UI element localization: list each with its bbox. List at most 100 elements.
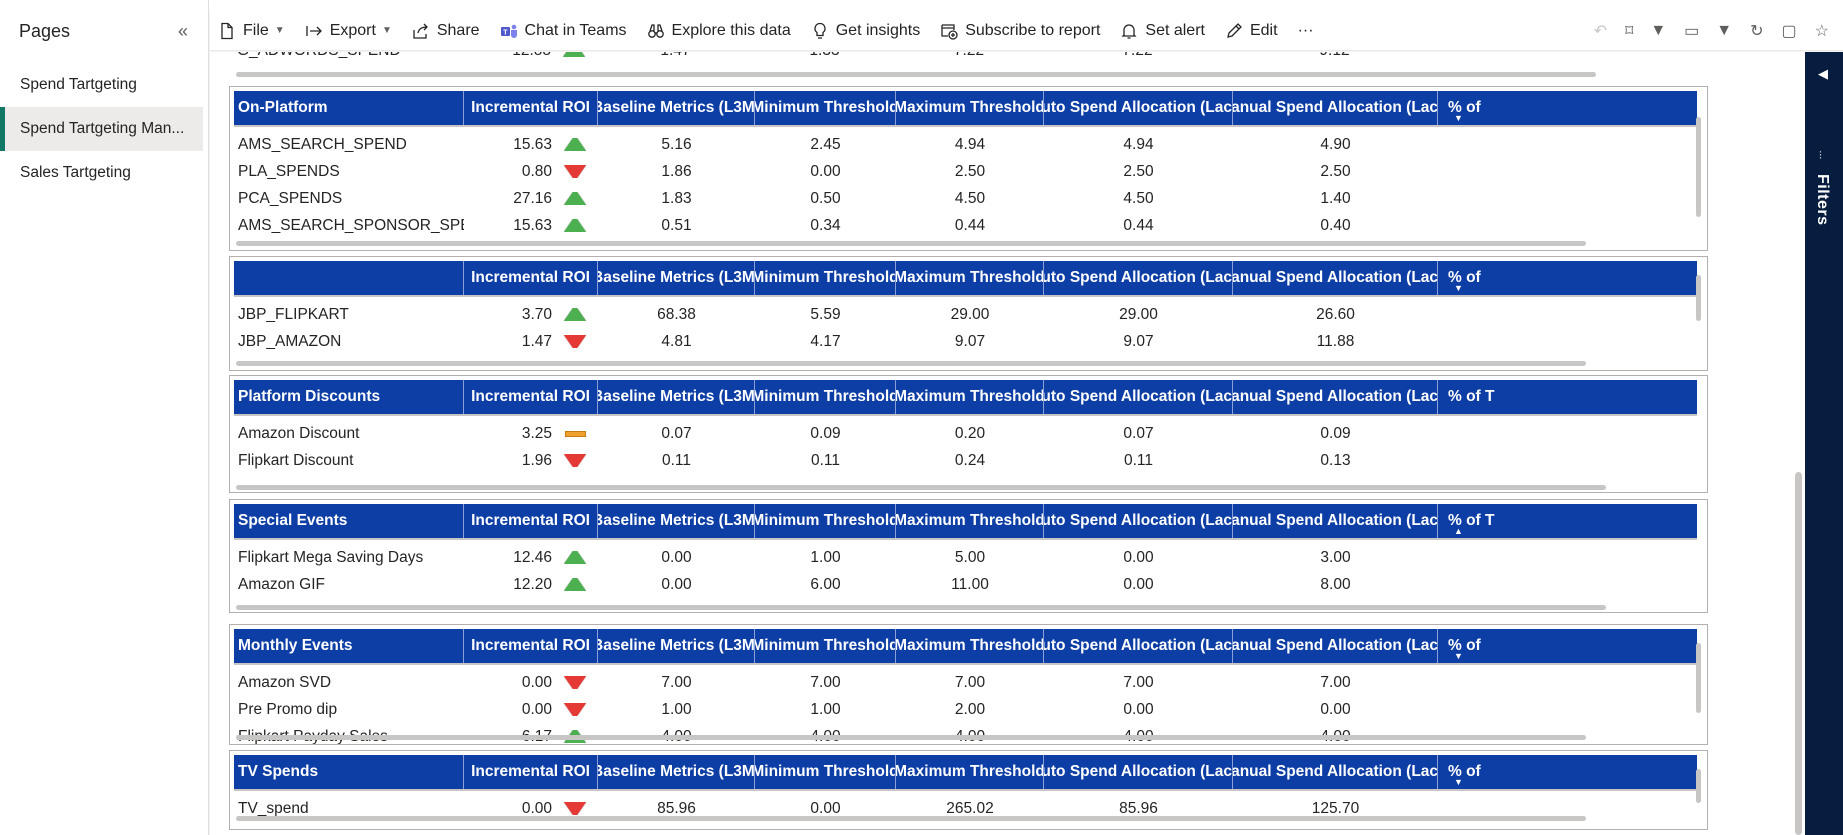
comment-icon[interactable]: ▢ [1781,23,1797,40]
set-alert-button[interactable]: Set alert [1120,22,1205,40]
table-row[interactable]: Amazon SVD 0.00 7.00 7.00 7.00 7.00 7.00 [234,669,1697,696]
table-visual[interactable]: Platform Discounts Incremental ROI Baselin… [229,375,1708,493]
column-header[interactable]: Manual Spend Allocation (Lacs) [1233,504,1438,538]
table-row[interactable]: PCA_SPENDS 27.16 1.83 0.50 4.50 4.50 1.40 [234,185,1697,212]
vertical-scrollbar[interactable] [1696,117,1701,217]
filters-pane[interactable]: ◀ ⫶ Filters [1805,52,1843,835]
export-menu[interactable]: Export ▼ [305,22,392,40]
explore-data-button[interactable]: Explore this data [647,22,791,40]
horizontal-scrollbar[interactable] [236,361,1586,366]
column-header[interactable]: Maximum Threshold [896,91,1044,125]
column-header[interactable]: Auto Spend Allocation (Lacs) [1044,380,1233,414]
scrollbar-thumb[interactable] [1795,472,1802,835]
table-row[interactable]: Flipkart Mega Saving Days 12.46 0.00 1.00 5.… [234,544,1697,571]
page-tab[interactable]: Sales Tartgeting [20,164,131,181]
table-row[interactable]: Amazon GIF 12.20 0.00 6.00 11.00 0.00 8.00 [234,571,1697,598]
column-header[interactable]: Baseline Metrics (L3M) [598,91,755,125]
table-row[interactable]: AMS_SEARCH_SPEND 15.63 5.16 2.45 4.94 4.94 4.9… [234,131,1697,158]
vertical-scrollbar[interactable] [1696,769,1701,803]
chevron-down-icon[interactable]: ▼ [1650,22,1667,39]
column-header[interactable]: Maximum Threshold [896,261,1044,295]
chevron-down-icon[interactable]: ▼ [1716,22,1733,39]
column-header[interactable]: Manual Spend Allocation (Lacs) [1233,629,1438,663]
vertical-scrollbar[interactable] [1696,275,1701,321]
subscribe-button[interactable]: Subscribe to report [940,22,1100,40]
column-header[interactable]: Manual Spend Allocation (Lacs) [1233,755,1438,789]
edit-button[interactable]: Edit [1225,22,1278,40]
table-row[interactable]: JBP_FLIPKART 3.70 68.38 5.59 29.00 29.00 26.60 [234,301,1697,328]
horizontal-scrollbar[interactable] [236,241,1586,246]
column-header[interactable]: Manual Spend Allocation (Lacs) [1233,380,1438,414]
horizontal-scrollbar[interactable] [236,605,1606,610]
chat-in-teams-button[interactable]: T Chat in Teams [500,22,627,40]
column-header[interactable]: Minimum Threshold [755,91,896,125]
page-tab[interactable]: Spend Tartgeting Man... [0,107,203,151]
table-visual[interactable]: On-Platform Incremental ROI Baseline Metri… [229,86,1708,251]
table-row[interactable]: G_ADWORDS_SPEND12.881.471.337.227.229.12 [233,52,1703,64]
horizontal-scrollbar[interactable] [236,72,1596,77]
column-header[interactable]: Maximum Threshold [896,755,1044,789]
column-header[interactable]: Baseline Metrics (L3M) [598,629,755,663]
column-header[interactable]: Auto Spend Allocation (Lacs) [1044,504,1233,538]
horizontal-scrollbar[interactable] [236,735,1586,740]
column-header[interactable]: Manual Spend Allocation (Lacs) [1233,91,1438,125]
table-title[interactable]: Special Events [234,504,464,538]
table-title[interactable]: TV Spends [234,755,464,789]
undo-icon[interactable]: ↶ [1593,23,1608,40]
column-header[interactable]: Baseline Metrics (L3M) [598,755,755,789]
column-header[interactable]: Incremental ROI [464,504,598,538]
table-visual[interactable]: TV Spends Incremental ROI Baseline Metrics… [229,750,1708,830]
table-row[interactable]: PLA_SPENDS 0.80 1.86 0.00 2.50 2.50 2.50 [234,158,1697,185]
table-visual[interactable]: Special Events Incremental ROI Baseline Me… [229,499,1708,613]
column-header[interactable]: Auto Spend Allocation (Lacs) [1044,629,1233,663]
table-title[interactable] [234,261,464,295]
column-header[interactable]: Incremental ROI [464,755,598,789]
page-tab[interactable]: Spend Tartgeting [20,76,137,93]
column-header[interactable]: Incremental ROI [464,91,598,125]
column-header[interactable]: Minimum Threshold [755,755,896,789]
column-header[interactable]: Auto Spend Allocation (Lacs) [1044,755,1233,789]
column-header[interactable]: Baseline Metrics (L3M) [598,261,755,295]
table-row[interactable]: Flipkart Discount 1.96 0.11 0.11 0.24 0.11 0.1… [234,447,1697,474]
collapse-pages-icon[interactable]: « [177,21,188,41]
column-header[interactable]: Minimum Threshold [755,261,896,295]
view-icon[interactable]: ▭ [1684,23,1700,40]
column-header[interactable]: Minimum Threshold [755,504,896,538]
table-title[interactable]: Platform Discounts [234,380,464,414]
vertical-scrollbar[interactable] [1696,643,1701,713]
column-header[interactable]: Maximum Threshold [896,629,1044,663]
column-header[interactable]: Minimum Threshold [755,380,896,414]
bookmark-icon[interactable]: ⌑ [1625,23,1634,40]
table-visual[interactable]: Monthly Events Incremental ROI Baseline Me… [229,624,1708,745]
column-header[interactable]: % of ▼ [1438,629,1498,663]
canvas-scrollbar[interactable] [1792,52,1805,835]
table-row[interactable]: AMS_SEARCH_SPONSOR_SPEND 15.63 0.51 0.34 0.4… [234,212,1697,239]
expand-filters-icon[interactable]: ◀ [1818,66,1828,81]
favorite-icon[interactable]: ☆ [1814,23,1829,40]
column-header[interactable]: Maximum Threshold [896,380,1044,414]
column-header[interactable]: Incremental ROI [464,261,598,295]
share-button[interactable]: Share [412,22,480,40]
table-row[interactable]: Pre Promo dip 0.00 1.00 1.00 2.00 0.00 0.00 [234,696,1697,723]
column-header[interactable]: % of T [1438,380,1498,414]
column-header[interactable]: Minimum Threshold [755,629,896,663]
column-header[interactable]: % of ▼ [1438,91,1498,125]
table-row[interactable]: Amazon Discount 3.25 0.07 0.09 0.20 0.07 0.09 [234,420,1697,447]
table-title[interactable]: Monthly Events [234,629,464,663]
horizontal-scrollbar[interactable] [236,816,1586,821]
refresh-icon[interactable]: ↻ [1750,23,1764,40]
get-insights-button[interactable]: Get insights [811,22,920,40]
column-header[interactable]: Auto Spend Allocation (Lacs) [1044,261,1233,295]
more-options-button[interactable]: ··· [1298,22,1314,40]
column-header[interactable]: Baseline Metrics (L3M) [598,380,755,414]
table-row[interactable]: JBP_AMAZON 1.47 4.81 4.17 9.07 9.07 11.88 [234,328,1697,355]
column-header[interactable]: % of ▼ [1438,755,1498,789]
column-header[interactable]: Manual Spend Allocation (Lacs) [1233,261,1438,295]
horizontal-scrollbar[interactable] [236,485,1606,490]
column-header[interactable]: % of T ▲ [1438,504,1498,538]
column-header[interactable]: Incremental ROI [464,629,598,663]
column-header[interactable]: Auto Spend Allocation (Lacs) [1044,91,1233,125]
table-visual[interactable]: Incremental ROI Baseline Metrics (L3M) Min… [229,256,1708,371]
table-row[interactable]: Flipkart Payday Sales6.174.004.004.004.0… [234,723,1697,745]
column-header[interactable]: Maximum Threshold [896,504,1044,538]
